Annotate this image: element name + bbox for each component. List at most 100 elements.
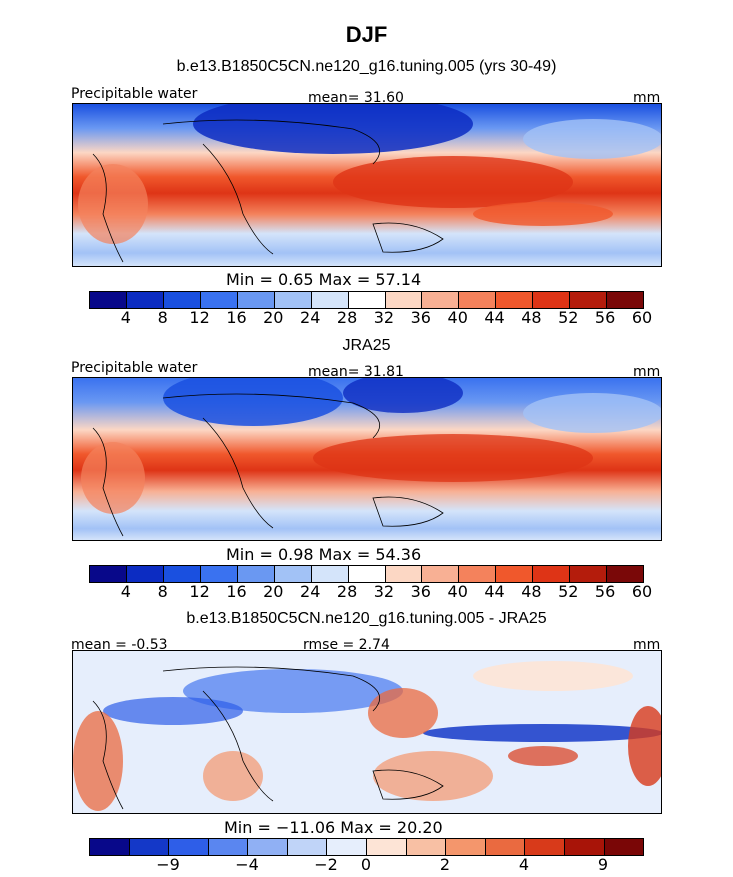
- colorbar-swatch: [496, 292, 534, 308]
- colorbar-tick: 4: [120, 308, 131, 327]
- colorbar-tick: −9: [156, 855, 180, 874]
- colorbar-swatch: [348, 566, 386, 582]
- colorbar-swatch: [311, 292, 349, 308]
- colorbar-swatch: [274, 566, 312, 582]
- colorbar-swatch: [525, 839, 565, 855]
- colorbar-swatch: [496, 566, 534, 582]
- panel-2-subtitle: JRA25: [342, 337, 391, 354]
- colorbar-swatch: [208, 839, 249, 855]
- panel-1-units-label: mm: [633, 90, 661, 106]
- colorbar-tick: −4: [235, 855, 259, 874]
- colorbar-tick: 20: [263, 308, 284, 327]
- colorbar-swatch: [446, 839, 486, 855]
- figure-title: DJF: [345, 22, 388, 47]
- colorbar-tick: 24: [300, 582, 321, 601]
- colorbar-swatch: [90, 566, 127, 582]
- colorbar-tick: 60: [631, 308, 653, 327]
- panel-2-units-label: mm: [633, 364, 661, 380]
- panel-2-map: [72, 377, 662, 541]
- colorbar-tick: 32: [373, 582, 395, 601]
- colorbar-swatch: [169, 839, 209, 855]
- colorbar-tick: −2: [314, 855, 338, 874]
- colorbar-tick: 32: [373, 308, 395, 327]
- panel-1-mean-label: mean= 31.60: [308, 90, 404, 106]
- colorbar-tick: 8: [157, 582, 168, 601]
- colorbar-swatch: [237, 292, 275, 308]
- colorbar-tick: 40: [447, 308, 468, 327]
- colorbar-swatch: [533, 292, 571, 308]
- colorbar-swatch: [163, 566, 201, 582]
- colorbar-swatch: [385, 292, 423, 308]
- colorbar-swatch: [274, 292, 312, 308]
- panel-1-field: [73, 104, 661, 266]
- panel-3-rmse-label: rmse = 2.74: [303, 637, 390, 653]
- colorbar-tick: 16: [226, 582, 247, 601]
- panel-1-minmax: Min = 0.65 Max = 57.14: [226, 270, 422, 289]
- colorbar-swatch: [570, 292, 608, 308]
- colorbar-swatch: [367, 839, 407, 855]
- panel-1-colorbar: [89, 291, 644, 309]
- panel-3-map: [72, 650, 662, 814]
- colorbar-tick: 28: [336, 308, 358, 327]
- colorbar-swatch: [200, 292, 238, 308]
- colorbar-swatch: [459, 292, 497, 308]
- colorbar-swatch: [485, 839, 526, 855]
- colorbar-tick: 48: [521, 308, 542, 327]
- colorbar-tick: 12: [189, 582, 210, 601]
- colorbar-swatch: [406, 839, 447, 855]
- colorbar-swatch: [129, 839, 170, 855]
- colorbar-swatch: [126, 292, 164, 308]
- colorbar-tick: 40: [447, 582, 468, 601]
- panel-1-map: [72, 103, 662, 267]
- colorbar-tick: 36: [410, 308, 431, 327]
- panel-1-variable-label: Precipitable water: [71, 86, 198, 102]
- colorbar-tick: 0: [360, 855, 372, 874]
- colorbar-swatch: [570, 566, 608, 582]
- colorbar-tick: 4: [120, 582, 131, 601]
- colorbar-tick: 9: [597, 855, 609, 874]
- colorbar-swatch: [422, 566, 460, 582]
- colorbar-swatch: [607, 292, 644, 308]
- colorbar-swatch: [311, 566, 349, 582]
- panel-3-minmax: Min = −11.06 Max = 20.20: [224, 818, 443, 837]
- colorbar-tick: 60: [631, 582, 653, 601]
- colorbar-swatch: [385, 566, 423, 582]
- panel-3-units-label: mm: [633, 637, 661, 653]
- colorbar-tick: 52: [558, 308, 579, 327]
- panel-3-colorbar-ticks: −9 −4 −2 0 2 4 9: [89, 855, 644, 875]
- colorbar-swatch: [533, 566, 571, 582]
- colorbar-tick: 36: [410, 582, 431, 601]
- panel-3-colorbar: [89, 838, 644, 856]
- colorbar-swatch: [163, 292, 201, 308]
- colorbar-swatch: [287, 839, 328, 855]
- colorbar-swatch: [90, 292, 127, 308]
- colorbar-tick: 56: [594, 308, 616, 327]
- colorbar-swatch: [348, 292, 386, 308]
- panel-2-colorbar-ticks: 4 8 12 16 20 24 28 32 36 40 44 48 52 56 …: [89, 582, 652, 602]
- panel-3-subtitle: b.e13.B1850C5CN.ne120_g16.tuning.005 - J…: [186, 610, 547, 627]
- colorbar-tick: 8: [157, 308, 168, 327]
- colorbar-swatch: [200, 566, 238, 582]
- colorbar-tick: 12: [189, 308, 210, 327]
- colorbar-tick: 28: [336, 582, 358, 601]
- colorbar-tick: 56: [594, 582, 616, 601]
- colorbar-tick: 44: [484, 582, 505, 601]
- colorbar-swatch: [564, 839, 605, 855]
- panel-2-mean-label: mean= 31.81: [308, 364, 404, 380]
- panel-2-variable-label: Precipitable water: [71, 360, 198, 376]
- colorbar-tick: 4: [518, 855, 530, 874]
- colorbar-tick: 24: [300, 308, 321, 327]
- colorbar-tick: 16: [226, 308, 247, 327]
- colorbar-swatch: [327, 839, 368, 855]
- colorbar-swatch: [459, 566, 497, 582]
- panel-3-field: [73, 651, 661, 813]
- panel-2-colorbar: [89, 565, 644, 583]
- panel-1-subtitle: b.e13.B1850C5CN.ne120_g16.tuning.005 (yr…: [176, 58, 557, 75]
- colorbar-swatch: [248, 839, 288, 855]
- colorbar-tick: 52: [558, 582, 579, 601]
- colorbar-swatch: [90, 839, 130, 855]
- panel-2-minmax: Min = 0.98 Max = 54.36: [226, 545, 422, 564]
- colorbar-swatch: [126, 566, 164, 582]
- colorbar-tick: 2: [439, 855, 451, 874]
- panel-3-mean-label: mean = -0.53: [71, 637, 168, 653]
